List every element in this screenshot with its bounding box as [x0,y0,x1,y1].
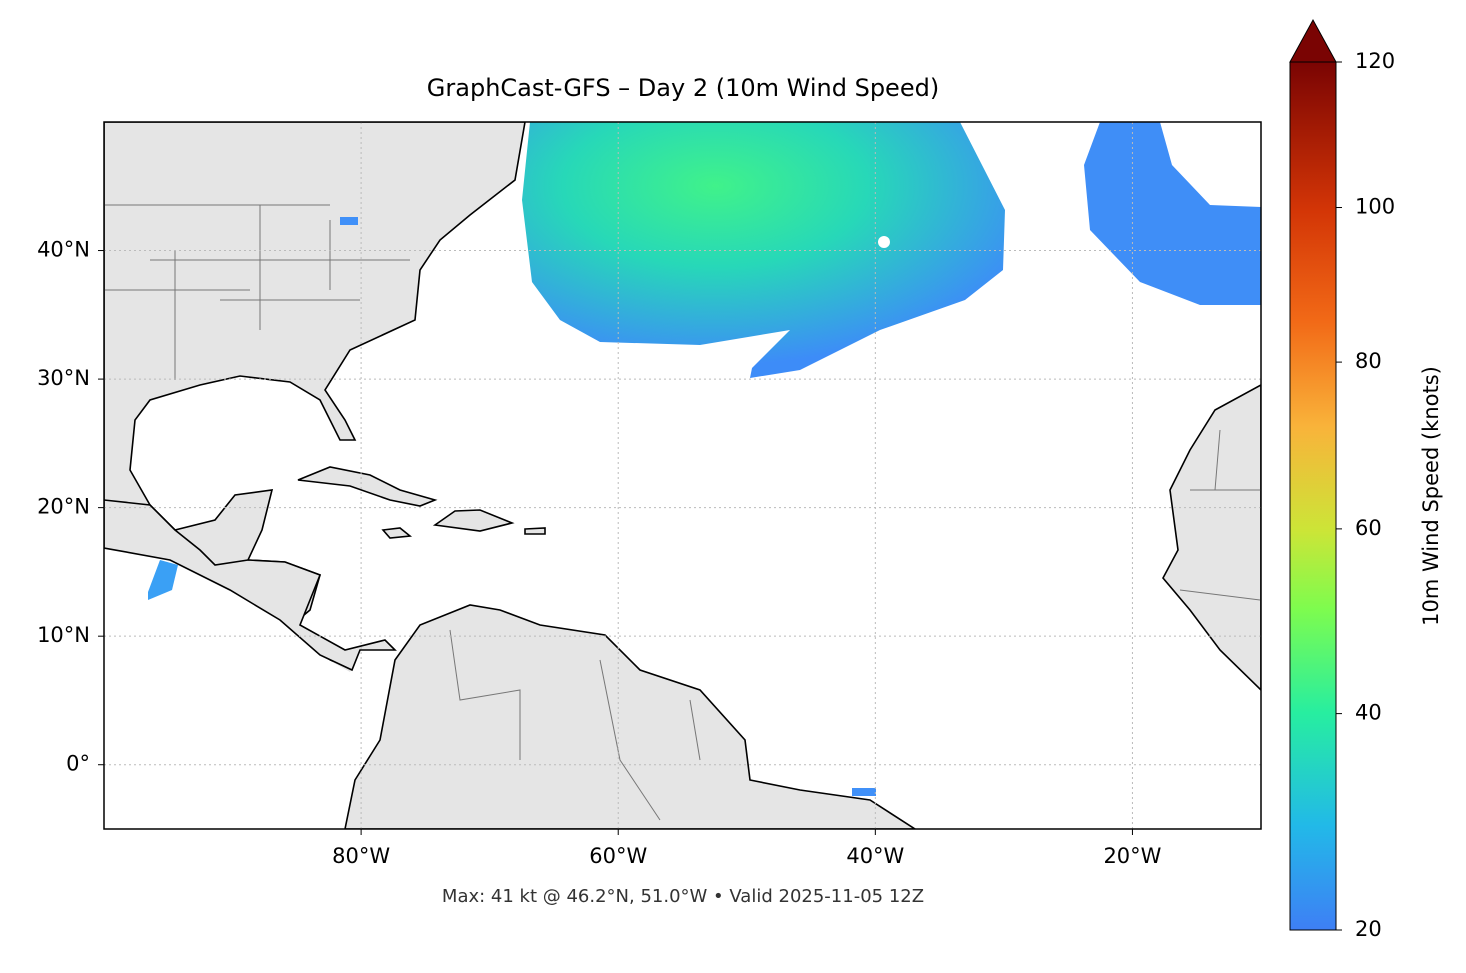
map-area [104,122,1261,829]
x-tick-label: 40°W [846,844,904,868]
borders [104,204,1261,821]
x-tick-label: 20°W [1103,844,1161,868]
y-tick-label: 0° [66,752,90,776]
wind-field [340,217,358,225]
wind-gap [878,236,890,248]
wind-field [1084,122,1261,305]
cuba [297,466,438,507]
wind-field [852,788,876,796]
colorbar-label: 10m Wind Speed (knots) [1419,366,1443,626]
jamaica [381,527,413,539]
wind-field [522,122,1005,378]
y-tick-label: 20°N [37,495,90,519]
x-tick-label: 60°W [589,844,647,868]
footer-note: Max: 41 kt @ 46.2°N, 51.0°W • Valid 2025… [442,886,924,907]
x-tick-label: 80°W [332,844,390,868]
central-america [104,499,397,672]
hispaniola [432,509,515,532]
wind-field [148,560,178,600]
colorbar-extend [1289,18,1337,63]
y-tick-label: 40°N [37,238,90,262]
south-america [344,604,917,829]
colorbar-tick-label: 80 [1355,349,1382,373]
y-tick-label: 30°N [37,366,90,390]
y-tick-label: 10°N [37,623,90,647]
colorbar-tick-label: 60 [1355,516,1382,540]
colorbar-tick-label: 100 [1355,195,1395,219]
map-frame [103,121,1262,830]
colorbar [1289,61,1337,931]
colorbar-tick-label: 120 [1355,49,1395,73]
puerto-rico [524,527,546,535]
chart-title: GraphCast-GFS – Day 2 (10m Wind Speed) [427,74,939,102]
colorbar-tick-label: 20 [1355,917,1382,941]
colorbar-tick-label: 40 [1355,701,1382,725]
africa [1162,384,1261,692]
